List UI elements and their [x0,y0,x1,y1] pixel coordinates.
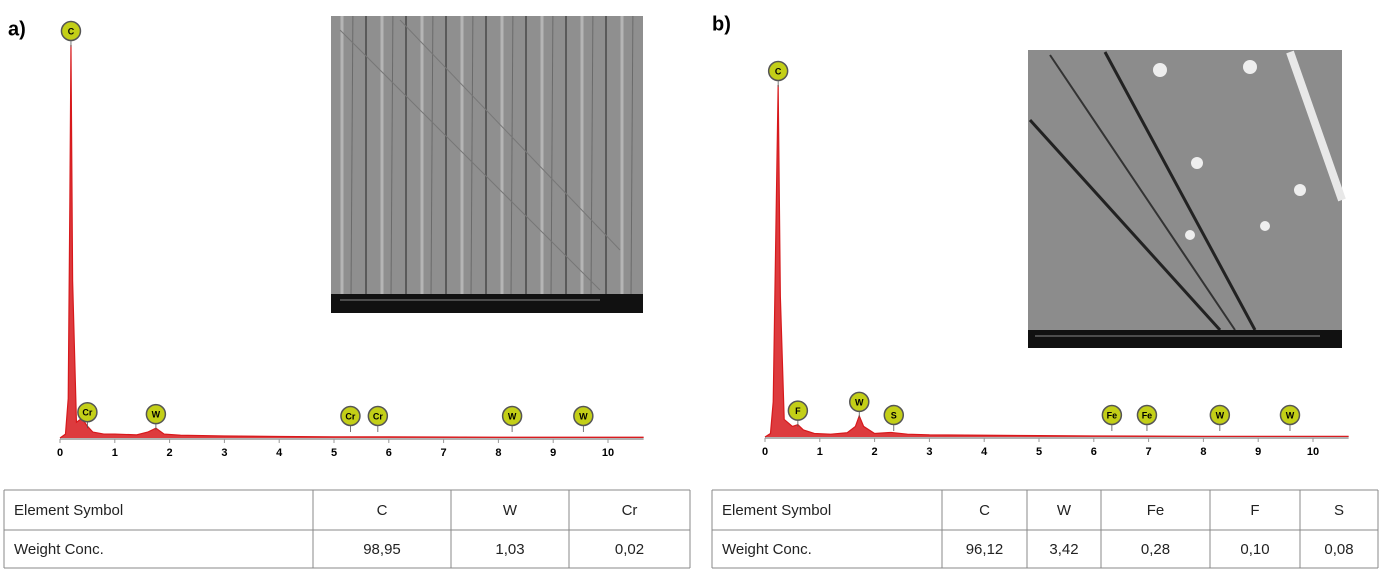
element-label: Cr [373,411,383,421]
table-cell: 0,28 [1141,541,1170,558]
row-header: Weight Conc. [722,541,812,558]
element-label: W [855,397,864,407]
x-tick-label: 10 [602,447,614,459]
table-cell: S [1334,502,1344,519]
figure: a) 0 1 2 3 4 5 6 7 8 9 10 C Cr W Cr Cr W Wb) 0 1 2 3 4 5 6 7 8 9 10 C F… [0,0,1380,571]
element-label: Fe [1107,410,1118,420]
element-label: Fe [1142,410,1153,420]
x-tick-label: 7 [441,447,447,459]
element-label: C [775,66,782,76]
element-label: W [1216,410,1225,420]
table-cell: W [1057,502,1072,519]
panel-label: b) [712,13,731,35]
element-label: C [68,26,75,36]
x-tick-label: 5 [331,447,337,459]
x-tick-label: 8 [495,447,501,459]
table-cell: 98,95 [363,541,401,558]
table-cell: W [503,502,518,519]
x-tick-label: 1 [112,447,118,459]
element-label: Cr [345,411,355,421]
table-cell: F [1250,502,1259,519]
x-tick-label: 1 [817,446,823,458]
element-label: W [508,411,517,421]
x-tick-label: 4 [981,446,988,458]
x-tick-label: 7 [1146,446,1152,458]
x-tick-label: 9 [550,447,556,459]
element-label: W [1286,410,1295,420]
x-tick-label: 8 [1200,446,1206,458]
table-cell: 3,42 [1049,541,1078,558]
table-cell: Fe [1147,502,1165,519]
x-tick-label: 2 [872,446,878,458]
table-cell: 1,03 [495,541,524,558]
x-tick-label: 10 [1307,446,1319,458]
element-label: F [795,406,801,416]
row-header: Element Symbol [722,502,831,519]
row-header: Weight Conc. [14,541,104,558]
row-header: Element Symbol [14,502,123,519]
x-tick-label: 4 [276,447,283,459]
x-tick-label: 5 [1036,446,1042,458]
element-label: S [891,410,897,420]
table-cell: C [377,502,388,519]
table-cell: Cr [622,502,638,519]
element-label: Cr [82,408,92,418]
x-tick-label: 0 [57,447,63,459]
inset-image [1028,50,1342,348]
element-label: W [152,410,161,420]
x-tick-label: 6 [386,447,392,459]
x-tick-label: 9 [1255,446,1261,458]
x-tick-label: 3 [221,447,227,459]
x-tick-label: 2 [167,447,173,459]
x-tick-label: 0 [762,446,768,458]
table-cell: 0,10 [1240,541,1269,558]
table-cell: C [979,502,990,519]
table-cell: 0,08 [1324,541,1353,558]
element-label: W [579,411,588,421]
table-cell: 96,12 [966,541,1004,558]
table-cell: 0,02 [615,541,644,558]
x-tick-label: 3 [926,446,932,458]
inset-image [331,16,643,313]
panel-label: a) [8,18,26,40]
x-tick-label: 6 [1091,446,1097,458]
